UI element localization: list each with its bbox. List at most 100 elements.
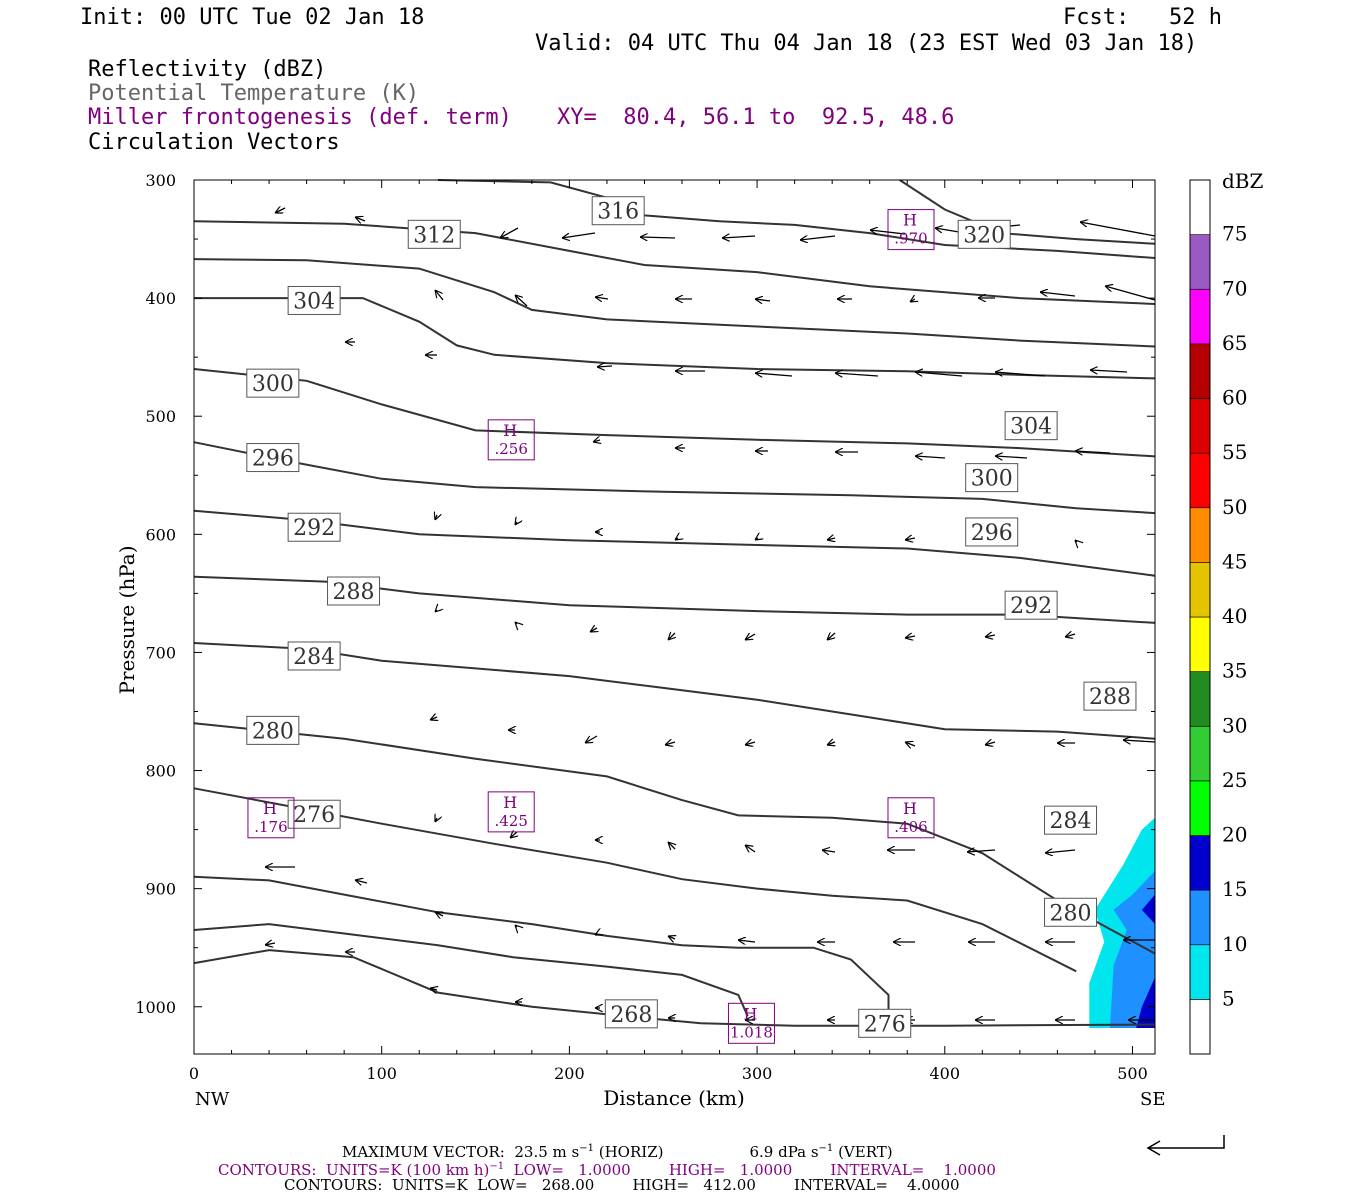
reflectivity-shading bbox=[1089, 817, 1155, 1028]
colorbar-label-55: 55 bbox=[1222, 440, 1247, 464]
y-tick-label-700: 700 bbox=[145, 643, 176, 662]
high-letter-2: H bbox=[503, 793, 517, 812]
vector-arrow-86 bbox=[265, 943, 276, 945]
vector-arrow-35 bbox=[995, 456, 1028, 458]
theta-contour-320-0 bbox=[899, 179, 1156, 245]
colorbar-segment-15 bbox=[1189, 179, 1211, 235]
colorbar-label-60: 60 bbox=[1222, 386, 1247, 410]
contour-label-box-0 bbox=[957, 219, 1011, 249]
vector-arrow-77 bbox=[515, 925, 517, 927]
high-box-1 bbox=[487, 419, 535, 461]
colorbar-label-35: 35 bbox=[1222, 659, 1247, 683]
high-letter-5: H bbox=[743, 1004, 757, 1023]
theta-contours bbox=[193, 179, 1156, 1027]
vector-arrow-75 bbox=[355, 880, 368, 883]
high-letter-4: H bbox=[903, 799, 917, 818]
vector-arrow-36 bbox=[1075, 451, 1111, 453]
vector-arrow-50 bbox=[745, 634, 756, 640]
colorbar-segment-11 bbox=[1189, 398, 1211, 454]
vector-arrow-52 bbox=[905, 636, 916, 638]
vector-arrow-23 bbox=[597, 366, 613, 367]
contour-label-box-13 bbox=[1083, 681, 1137, 711]
high-box-2 bbox=[487, 791, 535, 833]
colorbar-segment-4 bbox=[1189, 780, 1211, 836]
colorbar-segment-13 bbox=[1189, 288, 1211, 345]
colorbar-label-25: 25 bbox=[1222, 768, 1247, 792]
vector-arrow-55 bbox=[430, 717, 437, 720]
high-box-5 bbox=[727, 1002, 775, 1044]
vector-arrow-53 bbox=[985, 635, 996, 637]
vector-arrow-3 bbox=[562, 232, 596, 238]
contour-label-box-5 bbox=[1004, 411, 1058, 441]
colorbar-segment-14 bbox=[1189, 234, 1211, 290]
high-value-4: .406 bbox=[894, 818, 927, 836]
vector-arrow-42 bbox=[827, 538, 835, 540]
vector-arrow-41 bbox=[755, 538, 758, 540]
contour-label-box-7 bbox=[965, 463, 1019, 493]
theta-contour-272-20 bbox=[193, 923, 749, 1017]
colorbar-segment-10 bbox=[1189, 452, 1211, 509]
contour-label-304: 304 bbox=[1010, 415, 1052, 440]
colorbar-segment-7 bbox=[1189, 616, 1211, 672]
contour-label-288: 288 bbox=[333, 580, 375, 605]
colorbar-segment-6 bbox=[1189, 671, 1211, 727]
theta-contour-304-5 bbox=[193, 368, 1156, 458]
colorbar-label-45: 45 bbox=[1222, 549, 1247, 573]
y-tick-label-300: 300 bbox=[145, 171, 176, 190]
theta-contour-300-7 bbox=[193, 441, 1156, 515]
contour-label-box-2 bbox=[407, 219, 461, 249]
contours-theta-line: CONTOURS: UNITS=K LOW= 268.00 HIGH= 412.… bbox=[284, 1176, 960, 1194]
contour-label-280: 280 bbox=[252, 719, 294, 744]
colorbar-segment-12 bbox=[1189, 343, 1211, 399]
plot-frame bbox=[193, 179, 1156, 1055]
colorbar-segment-1 bbox=[1189, 944, 1211, 1000]
contour-label-box-14 bbox=[287, 641, 341, 671]
vector-arrow-65 bbox=[435, 818, 437, 822]
x-tick-label-0: 0 bbox=[189, 1064, 199, 1083]
vector-arrow-30 bbox=[593, 440, 600, 442]
x-end-label-nw: NW bbox=[195, 1089, 230, 1110]
vector-arrow-57 bbox=[585, 735, 598, 743]
vector-arrow-68 bbox=[668, 842, 675, 849]
contour-label-316: 316 bbox=[597, 200, 639, 225]
colorbar-label-15: 15 bbox=[1222, 877, 1247, 901]
vector-arrow-66 bbox=[510, 832, 517, 838]
theta-contour-308-3 bbox=[193, 258, 1156, 348]
vector-arrow-48 bbox=[590, 628, 597, 632]
contour-label-box-19 bbox=[858, 1008, 912, 1038]
field-potential-temperature: Potential Temperature (K) bbox=[88, 81, 420, 106]
contour-label-box-9 bbox=[965, 517, 1019, 547]
contour-label-box-12 bbox=[327, 576, 381, 606]
contour-label-box-1 bbox=[591, 196, 645, 226]
colorbar-frame bbox=[1189, 179, 1211, 1055]
vector-arrow-47 bbox=[515, 622, 517, 624]
vector-arrow-37 bbox=[435, 515, 437, 520]
vector-arrow-80 bbox=[738, 940, 756, 942]
max-vector-line: MAXIMUM VECTOR: 23.5 m s−1 (HORIZ) 6.9 dP… bbox=[342, 1143, 893, 1161]
colorbar-segment-0 bbox=[1189, 999, 1211, 1055]
vector-arrow-78 bbox=[595, 934, 597, 935]
x-tick-label-300: 300 bbox=[742, 1064, 773, 1083]
theta-contour-280-17 bbox=[193, 787, 1077, 973]
vector-arrow-59 bbox=[745, 742, 756, 745]
vector-arrow-34 bbox=[915, 456, 946, 458]
contour-label-box-16 bbox=[246, 715, 300, 745]
vector-arrow-25 bbox=[755, 373, 793, 376]
contour-label-296: 296 bbox=[252, 447, 294, 472]
vector-arrow-2 bbox=[500, 227, 519, 238]
colorbar-segment-2 bbox=[1189, 889, 1211, 946]
forecast-hour: Fcst: 52 h bbox=[1063, 5, 1222, 30]
contour-label-box-10 bbox=[287, 512, 341, 542]
high-letter-0: H bbox=[903, 211, 917, 230]
contour-label-300: 300 bbox=[252, 372, 294, 397]
vector-arrow-45 bbox=[1075, 540, 1077, 542]
contour-label-box-17 bbox=[1044, 897, 1098, 927]
colorbar-unit: dBZ bbox=[1222, 169, 1264, 193]
valid-time: Valid: 04 UTC Thu 04 Jan 18 (23 EST Wed … bbox=[535, 31, 1198, 56]
colorbar-segment-5 bbox=[1189, 725, 1211, 782]
vector-arrow-6 bbox=[800, 236, 836, 240]
contour-labels: 320 316 312 304 304 300 300 296 296 292 292 288 288 2… bbox=[246, 196, 1137, 1038]
y-tick-label-500: 500 bbox=[145, 407, 176, 426]
colorbar-label-40: 40 bbox=[1222, 604, 1247, 628]
